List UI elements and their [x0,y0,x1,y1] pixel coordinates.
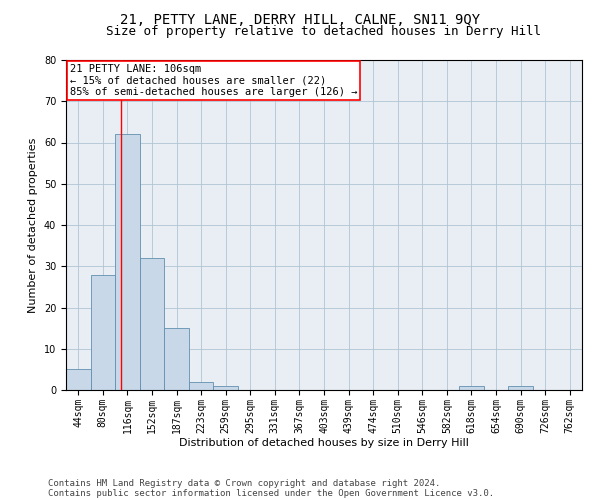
Bar [214,386,238,390]
Bar [115,134,140,390]
Bar [508,386,533,390]
Bar [459,386,484,390]
X-axis label: Distribution of detached houses by size in Derry Hill: Distribution of detached houses by size … [179,438,469,448]
Text: Contains public sector information licensed under the Open Government Licence v3: Contains public sector information licen… [48,488,494,498]
Text: 21, PETTY LANE, DERRY HILL, CALNE, SN11 9QY: 21, PETTY LANE, DERRY HILL, CALNE, SN11 … [120,12,480,26]
Bar [140,258,164,390]
Text: Contains HM Land Registry data © Crown copyright and database right 2024.: Contains HM Land Registry data © Crown c… [48,478,440,488]
Bar [189,382,214,390]
Y-axis label: Number of detached properties: Number of detached properties [28,138,38,312]
Bar [164,328,189,390]
Bar [91,274,115,390]
Bar [66,370,91,390]
Title: Size of property relative to detached houses in Derry Hill: Size of property relative to detached ho… [107,25,542,38]
Text: 21 PETTY LANE: 106sqm
← 15% of detached houses are smaller (22)
85% of semi-deta: 21 PETTY LANE: 106sqm ← 15% of detached … [70,64,357,98]
